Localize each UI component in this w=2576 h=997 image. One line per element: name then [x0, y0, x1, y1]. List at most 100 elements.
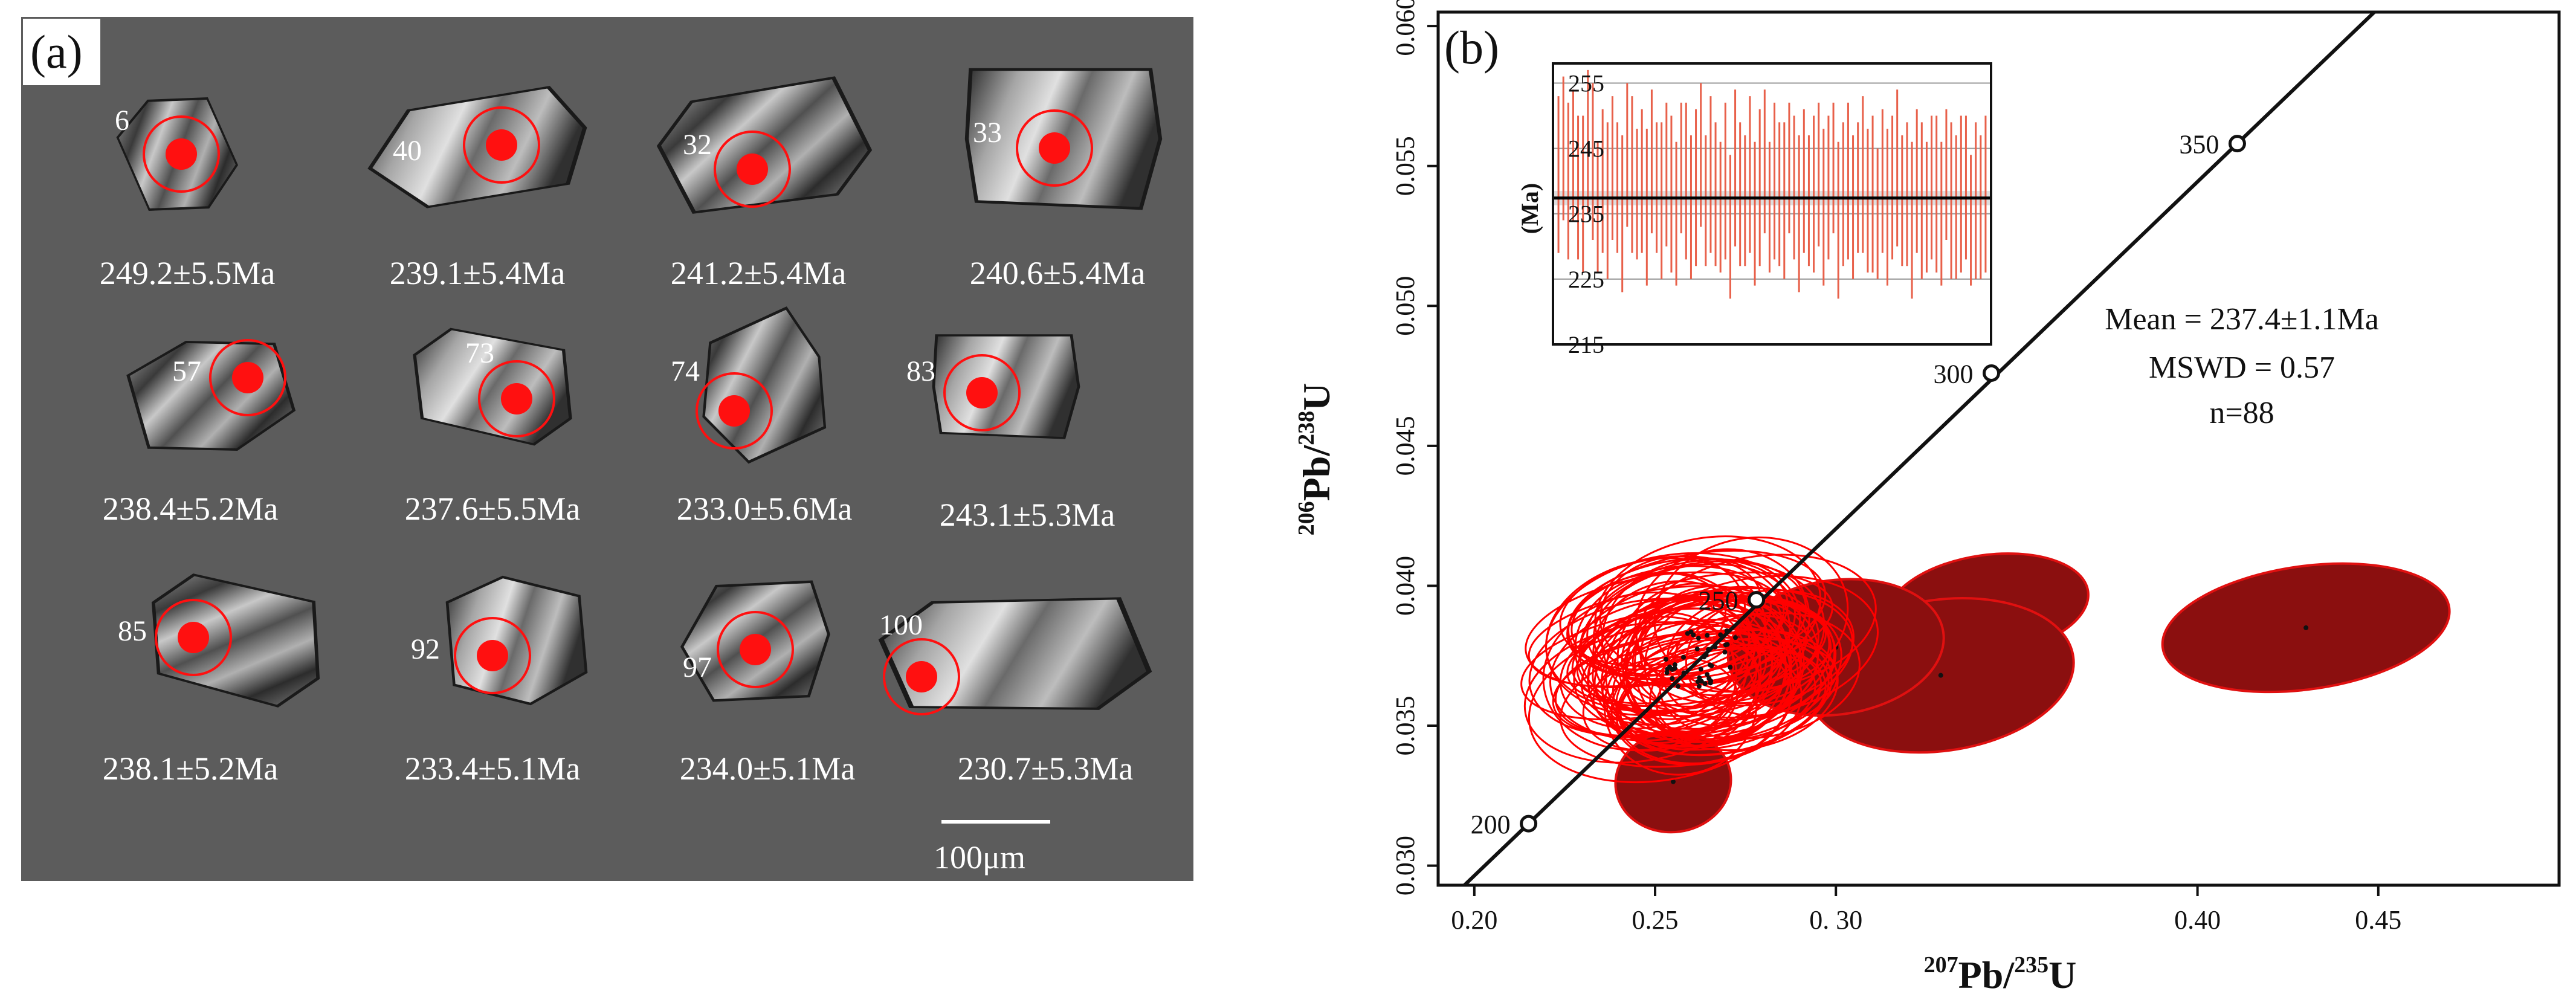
x-tick-label: 0.20: [1451, 905, 1497, 935]
zircon-grain: 40 239.1±5.4Ma: [367, 86, 587, 291]
spot-age: 243.1±5.3Ma: [940, 497, 1115, 533]
zircon-grain: 85 238.1±5.2Ma: [103, 573, 320, 787]
spot-age: 249.2±5.5Ma: [100, 255, 276, 291]
ellipse-center: [1665, 666, 1670, 672]
analysis-spot-ring: [155, 599, 232, 676]
concordant-ellipse: [1545, 557, 1767, 716]
analysis-spot: [966, 377, 998, 408]
concordant-ellipse: [1594, 535, 1822, 686]
analysis-spot: [232, 362, 263, 393]
panel-a-label-box: [23, 19, 100, 85]
analysis-spot-ring: [209, 339, 286, 416]
zircon-crystal: [656, 76, 873, 214]
zircon-grain: 100 230.7±5.3Ma: [878, 597, 1152, 787]
zircon-grain: 73 237.6±5.5Ma: [405, 327, 580, 527]
zircon-crystal: [445, 575, 588, 706]
analysis-spot: [740, 634, 771, 665]
concordia-age-marker: [1983, 364, 2001, 382]
concordant-ellipse: [1624, 590, 1787, 743]
inset-age-bars: [1557, 69, 1987, 299]
y-axis-isotope: 206: [1294, 501, 1319, 535]
zircon-crystal: [878, 597, 1152, 710]
concordia-age-label: 200: [1471, 810, 1511, 839]
analysis-spot: [477, 640, 508, 671]
x-axis-isotope2: 235: [2014, 952, 2048, 978]
ellipse-center: [1681, 654, 1687, 660]
panel-b-label-box: [1440, 14, 1519, 80]
y-tick-label: 0.035: [1390, 696, 1420, 756]
ellipse-center: [1697, 675, 1702, 680]
analysis-spot-ring: [463, 106, 540, 184]
analysis-spot-ring: [883, 638, 960, 715]
spot-number: 74: [671, 355, 700, 387]
analysis-spot-ring: [1016, 109, 1093, 187]
ellipse-center: [1938, 673, 1943, 678]
zircon-grain: 57 238.4±5.2Ma: [103, 339, 296, 527]
concordant-ellipse: [1592, 636, 1788, 735]
inset-y-axis: 215 225 235 245 255: [1568, 69, 1604, 358]
spot-number: 92: [411, 633, 440, 665]
concordant-ellipse: [1662, 613, 1819, 721]
inset-y-tick-label: 245: [1568, 135, 1604, 163]
y-axis-element2: U: [1295, 383, 1338, 411]
inset-gridlines: [1553, 82, 1991, 345]
inset-y-tick-label: 225: [1568, 266, 1604, 293]
inset-age-chart: 215 225 235 245 255 (Ma): [1516, 62, 1992, 358]
inset-y-tick-label: 255: [1568, 69, 1604, 97]
spot-age: 238.1±5.2Ma: [103, 750, 279, 787]
ellipse-center: [1695, 679, 1700, 685]
spot-age: 233.4±5.1Ma: [405, 750, 581, 787]
analysis-spot-ring: [454, 617, 531, 694]
x-axis-isotope: 207: [1924, 952, 1958, 978]
ellipse-center: [1725, 642, 1730, 647]
spot-age: 239.1±5.4Ma: [390, 255, 566, 291]
spot-number: 33: [973, 117, 1002, 149]
analysis-spot: [486, 129, 517, 161]
x-axis-title: 207Pb/235U: [1924, 952, 2077, 996]
analysis-spot: [501, 383, 532, 415]
plot-frame: [1436, 10, 2561, 887]
zircon-grain: 6 249.2±5.5Ma: [100, 97, 276, 291]
spot-age: 233.0±5.6Ma: [677, 491, 853, 527]
concordant-ellipse: [1625, 603, 1791, 747]
ellipse-center: [2303, 625, 2309, 630]
zircon-crystal: [932, 334, 1080, 439]
concordia-age-label: 350: [2179, 130, 2219, 160]
analysis-spot-ring: [143, 115, 220, 193]
zircon-grain: 32 241.2±5.4Ma: [656, 76, 873, 291]
analysis-spot: [737, 153, 768, 185]
x-axis-element2: U: [2048, 953, 2076, 996]
inset-y-tick-label: 235: [1568, 201, 1604, 228]
concordant-ellipse: [1644, 592, 1819, 727]
ellipse-center: [1709, 663, 1714, 668]
spot-age: 238.4±5.2Ma: [103, 491, 279, 527]
ellipse-center: [1696, 636, 1701, 641]
spot-number: 40: [393, 135, 422, 167]
ellipse-center: [1672, 666, 1677, 671]
ellipse-center: [1699, 679, 1704, 684]
x-tick-label: 0.45: [2355, 905, 2401, 935]
scale-bar-label: 100μm: [934, 839, 1025, 876]
analysis-spot-ring: [696, 372, 773, 450]
concordia-age-marker: [1748, 591, 1766, 609]
analysis-spot-ring: [478, 360, 555, 437]
ellipse-center: [1670, 779, 1676, 784]
spot-number: 6: [115, 105, 129, 137]
ellipse-center: [1664, 657, 1669, 662]
spot-number: 97: [683, 651, 712, 683]
analysis-spot: [718, 395, 750, 427]
ellipse-center: [1696, 683, 1702, 689]
analysis-spot: [178, 622, 209, 653]
concordant-ellipse: [1632, 575, 1879, 719]
ellipse-center: [1708, 680, 1713, 686]
concordant-ellipse: [1653, 536, 1849, 693]
spot-age: 241.2±5.4Ma: [671, 255, 847, 291]
y-axis: 0.030 0.035 0.040 0.045 0.050 0.055 0.060: [1390, 0, 1438, 895]
spot-age: 234.0±5.1Ma: [680, 750, 856, 787]
y-axis-title: 206Pb/238U: [1294, 383, 1338, 536]
zircon-grain: 74 233.0±5.6Ma: [671, 306, 853, 527]
ellipse-center: [1732, 635, 1738, 640]
concordia-age-label: 250: [1699, 586, 1738, 616]
panel-b: 200 250 300 350 (b) 0.20 0.25 0. 30 0.40 0.45 0…: [1294, 0, 2561, 996]
